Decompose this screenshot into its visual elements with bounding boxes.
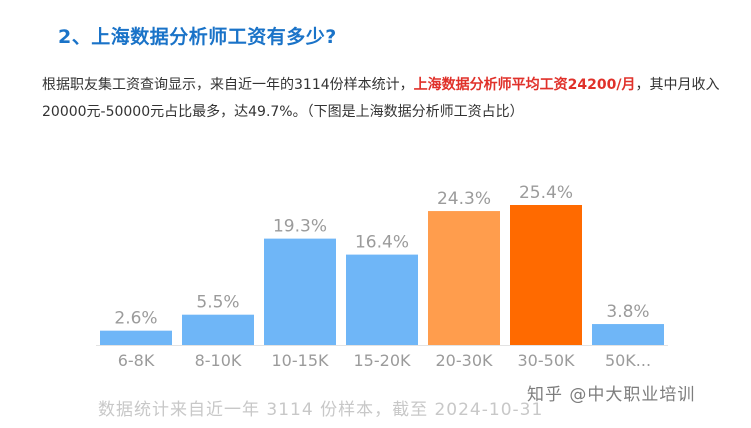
- category-label: 15-20K: [354, 351, 411, 370]
- article-paragraph: 根据职友集工资查询显示，来自近一年的3114份样本统计，上海数据分析师平均工资2…: [42, 72, 732, 126]
- section-heading: 2、上海数据分析师工资有多少?: [58, 26, 337, 48]
- paragraph-text-2: ，其中月收入20000元-50000元占比最多，达49.7%。（下图是上海数据分…: [42, 77, 720, 120]
- value-label: 5.5%: [196, 293, 239, 313]
- paragraph-text-1: 根据职友集工资查询显示，来自近一年的3114份样本统计，: [42, 77, 414, 93]
- value-label: 25.4%: [519, 183, 573, 203]
- bar-8-10K: [182, 314, 254, 345]
- category-label: 6-8K: [118, 351, 155, 370]
- salary-distribution-chart: 2.6% 6-8K 5.5% 8-10K 19.3% 10-15K 16.4% 15-20K 2…: [96, 183, 668, 370]
- value-label: 19.3%: [273, 217, 327, 237]
- value-label: 16.4%: [355, 233, 409, 253]
- value-label: 24.3%: [437, 189, 491, 209]
- category-label: 30-50K: [518, 351, 575, 370]
- category-label: 20-30K: [436, 351, 493, 370]
- chart-footnote: 数据统计来自近一年 3114 份样本，截至 2024-10-31: [98, 400, 544, 420]
- bar-30-50K: [510, 205, 582, 345]
- bar-10-15K: [264, 238, 336, 345]
- bar-50K...: [592, 324, 664, 345]
- source-watermark: 知乎 @中大职业培训: [527, 385, 696, 405]
- category-label: 50K...: [605, 351, 651, 370]
- category-label: 8-10K: [195, 351, 242, 370]
- bar-20-30K: [428, 211, 500, 345]
- average-salary-highlight: 上海数据分析师平均工资24200/月: [413, 77, 636, 93]
- bar-15-20K: [346, 254, 418, 345]
- value-label: 2.6%: [114, 309, 157, 329]
- value-label: 3.8%: [606, 302, 649, 322]
- category-label: 10-15K: [272, 351, 329, 370]
- bar-6-8K: [100, 330, 172, 345]
